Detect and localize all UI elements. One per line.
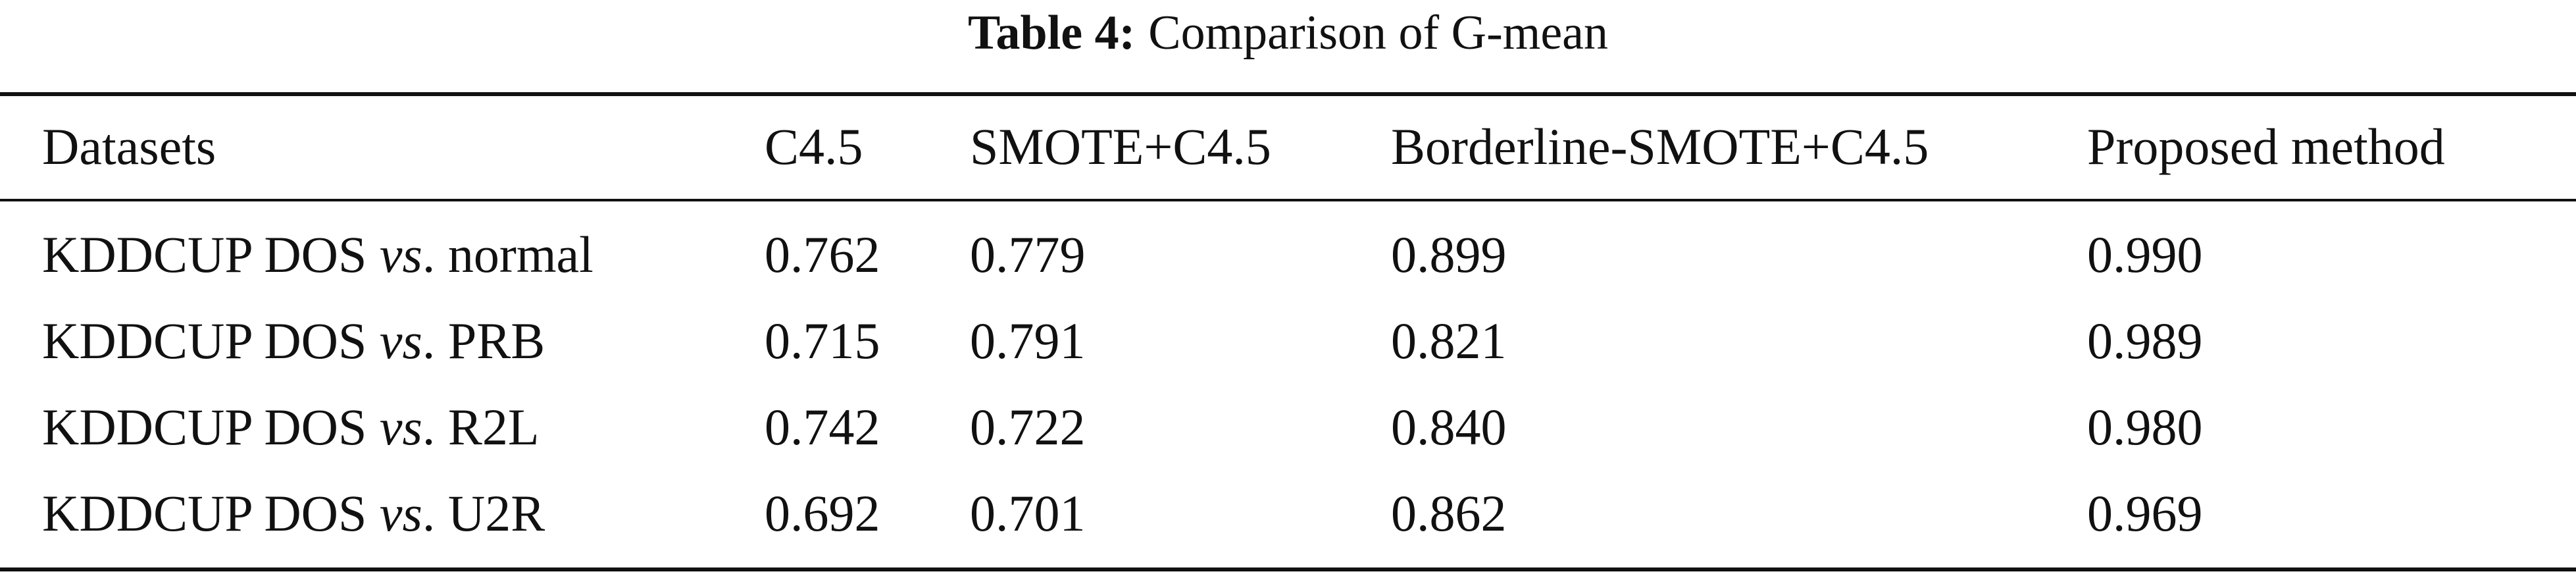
caption-label: Table 4: [967,6,1136,60]
c45-value: 0.692 [765,485,880,542]
smote-c45-value: 0.701 [970,485,1086,542]
header-c45: C4.5 [765,118,863,175]
smote-c45-value: 0.722 [970,398,1086,456]
vs-text: vs [379,312,422,369]
dataset-suffix: . normal [422,226,593,283]
dataset-prefix: KDDCUP DOS [42,226,367,283]
dataset-cell: KDDCUP DOS vs. normal [42,228,593,281]
header-smote-c45: SMOTE+C4.5 [970,118,1271,175]
top-rule [0,92,2576,96]
borderline-smote-c45-value: 0.821 [1391,312,1507,369]
dataset-suffix: . R2L [422,398,540,456]
dataset-suffix: . PRB [422,312,545,369]
dataset-suffix: . U2R [422,485,545,542]
proposed-method-value: 0.980 [2087,398,2203,456]
vs-text: vs [379,485,422,542]
c45-value: 0.715 [765,312,880,369]
dataset-cell: KDDCUP DOS vs. U2R [42,487,545,540]
header-borderline-smote-c45: Borderline-SMOTE+C4.5 [1391,118,1929,175]
c45-value: 0.762 [765,226,880,283]
vs-text: vs [379,398,422,456]
table-caption: Table 4: Comparison of G-mean [0,0,2576,72]
bottom-rule [0,567,2576,571]
header-proposed-method: Proposed method [2087,118,2445,175]
vs-text: vs [379,226,422,283]
dataset-prefix: KDDCUP DOS [42,312,367,369]
dataset-cell: KDDCUP DOS vs. R2L [42,401,540,454]
smote-c45-value: 0.791 [970,312,1086,369]
borderline-smote-c45-value: 0.840 [1391,398,1507,456]
smote-c45-value: 0.779 [970,226,1086,283]
caption-text: Comparison of G-mean [1148,6,1609,60]
dataset-prefix: KDDCUP DOS [42,398,367,456]
borderline-smote-c45-value: 0.899 [1391,226,1507,283]
dataset-cell: KDDCUP DOS vs. PRB [42,315,545,367]
header-datasets: Datasets [42,118,216,175]
borderline-smote-c45-value: 0.862 [1391,485,1507,542]
proposed-method-value: 0.969 [2087,485,2203,542]
proposed-method-value: 0.990 [2087,226,2203,283]
header-rule [0,199,2576,201]
proposed-method-value: 0.989 [2087,312,2203,369]
c45-value: 0.742 [765,398,880,456]
dataset-prefix: KDDCUP DOS [42,485,367,542]
